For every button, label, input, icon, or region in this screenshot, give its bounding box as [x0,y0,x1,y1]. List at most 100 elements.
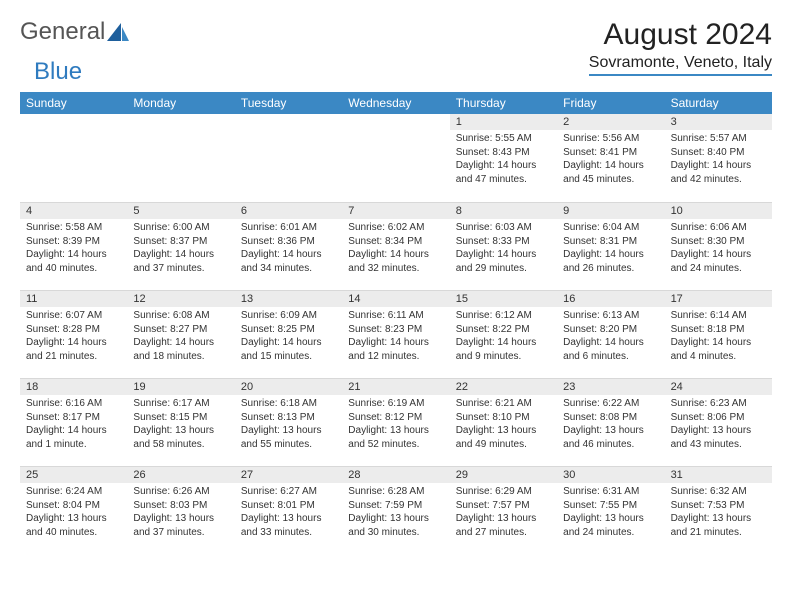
sunset-text: Sunset: 8:23 PM [348,323,443,337]
sunrise-text: Sunrise: 6:08 AM [133,309,228,323]
sunset-text: Sunset: 8:01 PM [241,499,336,513]
daylight-text: Daylight: 14 hours and 34 minutes. [241,248,336,275]
calendar-cell: 3Sunrise: 5:57 AMSunset: 8:40 PMDaylight… [665,114,772,202]
dayhead-sat: Saturday [665,92,772,114]
calendar-cell: 29Sunrise: 6:29 AMSunset: 7:57 PMDayligh… [450,466,557,554]
calendar-cell: 2Sunrise: 5:56 AMSunset: 8:41 PMDaylight… [557,114,664,202]
day-details: Sunrise: 6:00 AMSunset: 8:37 PMDaylight:… [127,219,234,279]
daylight-text: Daylight: 14 hours and 37 minutes. [133,248,228,275]
daylight-text: Daylight: 14 hours and 24 minutes. [671,248,766,275]
calendar-cell: 21 Sunrise: 6:19 AMSunset: 8:12 PMDayligh… [342,378,449,466]
day-number: 3 [665,114,772,130]
day-details: Sunrise: 6:32 AMSunset: 7:53 PMDaylight:… [665,483,772,543]
sunrise-text: Sunrise: 6:07 AM [26,309,121,323]
daylight-text: Daylight: 14 hours and 32 minutes. [348,248,443,275]
day-number: 9 [557,203,664,219]
calendar-cell [127,114,234,202]
sunrise-text: Sunrise: 6:19 AM [348,397,443,411]
calendar-week: 1Sunrise: 5:55 AMSunset: 8:43 PMDaylight… [20,114,772,202]
daylight-text: Daylight: 14 hours and 47 minutes. [456,159,551,186]
day-details: Sunrise: 6:09 AMSunset: 8:25 PMDaylight:… [235,307,342,367]
sunrise-text: Sunrise: 6:02 AM [348,221,443,235]
day-number: 4 [20,203,127,219]
sunset-text: Sunset: 8:28 PM [26,323,121,337]
daylight-text: Daylight: 13 hours and 52 minutes. [348,424,443,451]
sunset-text: Sunset: 8:31 PM [563,235,658,249]
sunset-text: Sunset: 8:20 PM [563,323,658,337]
calendar-cell: 27Sunrise: 6:27 AMSunset: 8:01 PMDayligh… [235,466,342,554]
daylight-text: Daylight: 13 hours and 27 minutes. [456,512,551,539]
sunset-text: Sunset: 8:34 PM [348,235,443,249]
day-number: 15 [450,291,557,307]
day-number: 27 [235,467,342,483]
day-details: Sunrise: 6:24 AMSunset: 8:04 PMDaylight:… [20,483,127,543]
day-details: Sunrise: 6:22 AMSunset: 8:08 PMDaylight:… [557,395,664,455]
sunrise-text: Sunrise: 6:23 AM [671,397,766,411]
calendar-cell: 25Sunrise: 6:24 AMSunset: 8:04 PMDayligh… [20,466,127,554]
daylight-text: Daylight: 14 hours and 40 minutes. [26,248,121,275]
day-number: 20 [235,379,342,395]
day-details: Sunrise: 6:03 AMSunset: 8:33 PMDaylight:… [450,219,557,279]
calendar-cell: 12Sunrise: 6:08 AMSunset: 8:27 PMDayligh… [127,290,234,378]
sunset-text: Sunset: 7:55 PM [563,499,658,513]
calendar-cell: 4Sunrise: 5:58 AMSunset: 8:39 PMDaylight… [20,202,127,290]
day-details: Sunrise: 5:58 AMSunset: 8:39 PMDaylight:… [20,219,127,279]
sunset-text: Sunset: 8:12 PM [348,411,443,425]
day-number: 22 [450,379,557,395]
calendar-cell: 22Sunrise: 6:21 AMSunset: 8:10 PMDayligh… [450,378,557,466]
calendar-cell: 9Sunrise: 6:04 AMSunset: 8:31 PMDaylight… [557,202,664,290]
sunrise-text: Sunrise: 6:28 AM [348,485,443,499]
day-details: Sunrise: 6:29 AMSunset: 7:57 PMDaylight:… [450,483,557,543]
sunrise-text: Sunrise: 6:32 AM [671,485,766,499]
daylight-text: Daylight: 14 hours and 29 minutes. [456,248,551,275]
empty-day [235,114,342,130]
day-number: 31 [665,467,772,483]
weeks-container: 1Sunrise: 5:55 AMSunset: 8:43 PMDaylight… [20,114,772,554]
sunrise-text: Sunrise: 5:56 AM [563,132,658,146]
day-details: Sunrise: 6:04 AMSunset: 8:31 PMDaylight:… [557,219,664,279]
empty-day [342,114,449,130]
brand-logo: General [20,18,129,46]
sunset-text: Sunset: 8:39 PM [26,235,121,249]
day-number: 30 [557,467,664,483]
sunrise-text: Sunrise: 6:29 AM [456,485,551,499]
calendar-cell: 30Sunrise: 6:31 AMSunset: 7:55 PMDayligh… [557,466,664,554]
day-number: 26 [127,467,234,483]
day-details: Sunrise: 6:11 AMSunset: 8:23 PMDaylight:… [342,307,449,367]
day-details: Sunrise: 6:28 AMSunset: 7:59 PMDaylight:… [342,483,449,543]
sunset-text: Sunset: 7:53 PM [671,499,766,513]
dayhead-fri: Friday [557,92,664,114]
day-number: 1 [450,114,557,130]
page-title: August 2024 [589,18,772,52]
empty-day [20,114,127,130]
sunrise-text: Sunrise: 6:06 AM [671,221,766,235]
sunset-text: Sunset: 8:33 PM [456,235,551,249]
day-number: 13 [235,291,342,307]
calendar-cell: 6Sunrise: 6:01 AMSunset: 8:36 PMDaylight… [235,202,342,290]
sunrise-text: Sunrise: 6:24 AM [26,485,121,499]
day-details: Sunrise: 6:26 AMSunset: 8:03 PMDaylight:… [127,483,234,543]
day-number: 24 [665,379,772,395]
daylight-text: Daylight: 13 hours and 37 minutes. [133,512,228,539]
sunrise-text: Sunrise: 6:11 AM [348,309,443,323]
sunrise-text: Sunrise: 5:55 AM [456,132,551,146]
sunrise-text: Sunrise: 6:00 AM [133,221,228,235]
sunrise-text: Sunrise: 6:17 AM [133,397,228,411]
calendar-cell [342,114,449,202]
daylight-text: Daylight: 14 hours and 9 minutes. [456,336,551,363]
day-number: 16 [557,291,664,307]
sunrise-text: Sunrise: 6:09 AM [241,309,336,323]
calendar-cell: 20Sunrise: 6:18 AMSunset: 8:13 PMDayligh… [235,378,342,466]
sunrise-text: Sunrise: 6:03 AM [456,221,551,235]
daylight-text: Daylight: 13 hours and 30 minutes. [348,512,443,539]
day-number: 14 [342,291,449,307]
sunrise-text: Sunrise: 6:14 AM [671,309,766,323]
day-number: 21 [342,379,449,395]
daylight-text: Daylight: 13 hours and 21 minutes. [671,512,766,539]
sunset-text: Sunset: 8:30 PM [671,235,766,249]
daylight-text: Daylight: 14 hours and 26 minutes. [563,248,658,275]
sunrise-text: Sunrise: 6:18 AM [241,397,336,411]
sunset-text: Sunset: 8:27 PM [133,323,228,337]
sunset-text: Sunset: 8:17 PM [26,411,121,425]
calendar-cell: 31Sunrise: 6:32 AMSunset: 7:53 PMDayligh… [665,466,772,554]
